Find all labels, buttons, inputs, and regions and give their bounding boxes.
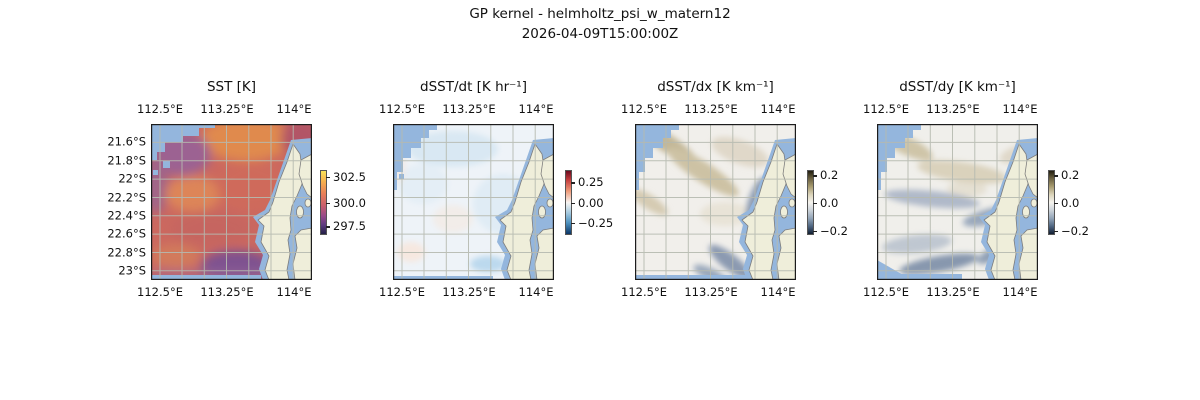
lon-tick-label: 112.5°E <box>379 102 425 116</box>
colorbar-tick-label: 302.5 <box>333 169 366 184</box>
colorbar-tick <box>1054 230 1058 233</box>
lon-tick-label: 114°E <box>1002 285 1038 299</box>
lon-tick-label: 114°E <box>518 285 554 299</box>
lon-tick-label: 113.25°E <box>684 285 738 299</box>
lon-tick-label: 112.5°E <box>863 102 909 116</box>
lon-tick-label: 112.5°E <box>621 285 667 299</box>
map-dsst-dt <box>393 124 554 280</box>
panel-sst: SST [K] 112.5°E 113.25°E 114°E <box>137 0 312 400</box>
colorbar-tick <box>571 223 575 225</box>
lon-tick-label: 113.25°E <box>200 285 254 299</box>
colorbar-tick-label: 297.5 <box>333 219 366 234</box>
panel-dsst-dy: dSST/dy [K km⁻¹] 112.5°E 113.25°E 114°E <box>863 0 1038 400</box>
panel-title-dsst-dy: dSST/dy [K km⁻¹] <box>899 79 1016 95</box>
lat-tick-label: 21.8°S <box>107 153 146 168</box>
colorbar-tick-label: −0.25 <box>578 216 614 231</box>
lon-tick-label: 113.25°E <box>926 285 980 299</box>
lon-tick-label: 114°E <box>276 285 312 299</box>
lon-tick-label: 113.25°E <box>442 285 496 299</box>
lon-tick-label: 112.5°E <box>137 102 183 116</box>
panel-dsst-dx: dSST/dx [K km⁻¹] 112.5°E 113.25°E 114°E <box>621 0 796 400</box>
colorbar-tick <box>326 202 330 204</box>
colorbar-tick-label: −0.2 <box>820 223 848 238</box>
lon-tick-label: 112.5°E <box>621 102 667 116</box>
lat-tick-label: 21.6°S <box>107 134 146 149</box>
figure-title: GP kernel - helmholtz_psi_w_matern12 <box>469 6 731 22</box>
colorbar-tick <box>813 230 817 233</box>
lon-tick-label: 114°E <box>518 102 554 116</box>
lon-tick-label: 113.25°E <box>684 102 738 116</box>
figure-subtitle: 2026-04-09T15:00:00Z <box>521 26 679 42</box>
lon-tick-label: 113.25°E <box>442 102 496 116</box>
lon-tick-label: 113.25°E <box>926 102 980 116</box>
panel-title-dsst-dx: dSST/dx [K km⁻¹] <box>657 79 774 95</box>
colorbar-tick-label: 0.25 <box>578 175 604 190</box>
map-dsst-dx <box>635 124 796 280</box>
panel-title-dsst-dt: dSST/dt [K hr⁻¹] <box>420 79 527 95</box>
lat-tick-label: 23°S <box>118 263 146 278</box>
lon-tick-label: 113.25°E <box>200 102 254 116</box>
colorbar-sst: 302.5 300.0 297.5 <box>320 170 366 235</box>
panel-dsst-dt: dSST/dt [K hr⁻¹] 112.5°E 113.25°E 114°E <box>379 0 554 400</box>
colorbar-tick <box>326 226 330 228</box>
colorbar-tick-label: 0.2 <box>820 168 839 183</box>
map-sst <box>151 124 312 280</box>
colorbar-tick <box>1054 175 1058 177</box>
lat-tick-label: 22.8°S <box>107 245 146 260</box>
colorbar-tick <box>326 176 330 178</box>
panel-title-sst: SST [K] <box>206 79 257 95</box>
map-dsst-dy <box>877 124 1038 280</box>
colorbar-tick-label: 0.2 <box>1061 168 1080 183</box>
colorbar-tick-label: 0.00 <box>578 195 604 210</box>
lat-tick-label: 22.6°S <box>107 226 146 241</box>
colorbar-tick <box>813 203 817 205</box>
lon-tick-label: 112.5°E <box>137 285 183 299</box>
colorbar-tick <box>813 175 817 177</box>
colorbar-tick-label: 300.0 <box>333 195 366 210</box>
lon-tick-label: 114°E <box>760 102 796 116</box>
colorbar-dsst-dt: 0.25 0.00 −0.25 <box>565 170 613 235</box>
lat-tick-label: 22°S <box>118 171 146 186</box>
colorbar-tick-label: −0.2 <box>1061 223 1089 238</box>
colorbar-tick <box>571 182 575 184</box>
lat-tick-label: 22.2°S <box>107 190 146 205</box>
lon-tick-label: 114°E <box>276 102 312 116</box>
lon-tick-label: 114°E <box>1002 102 1038 116</box>
colorbar-tick-label: 0.0 <box>1061 196 1080 211</box>
lon-tick-label: 114°E <box>760 285 796 299</box>
colorbar-dsst-dy: 0.2 0.0 −0.2 <box>1048 168 1089 238</box>
colorbar-tick <box>1054 203 1058 205</box>
colorbar-dsst-dx: 0.2 0.0 −0.2 <box>807 168 848 238</box>
lon-tick-label: 112.5°E <box>379 285 425 299</box>
colorbar-tick <box>571 202 575 204</box>
colorbar-tick-label: 0.0 <box>820 196 839 211</box>
lon-tick-label: 112.5°E <box>863 285 909 299</box>
lat-tick-label: 22.4°S <box>107 208 146 223</box>
